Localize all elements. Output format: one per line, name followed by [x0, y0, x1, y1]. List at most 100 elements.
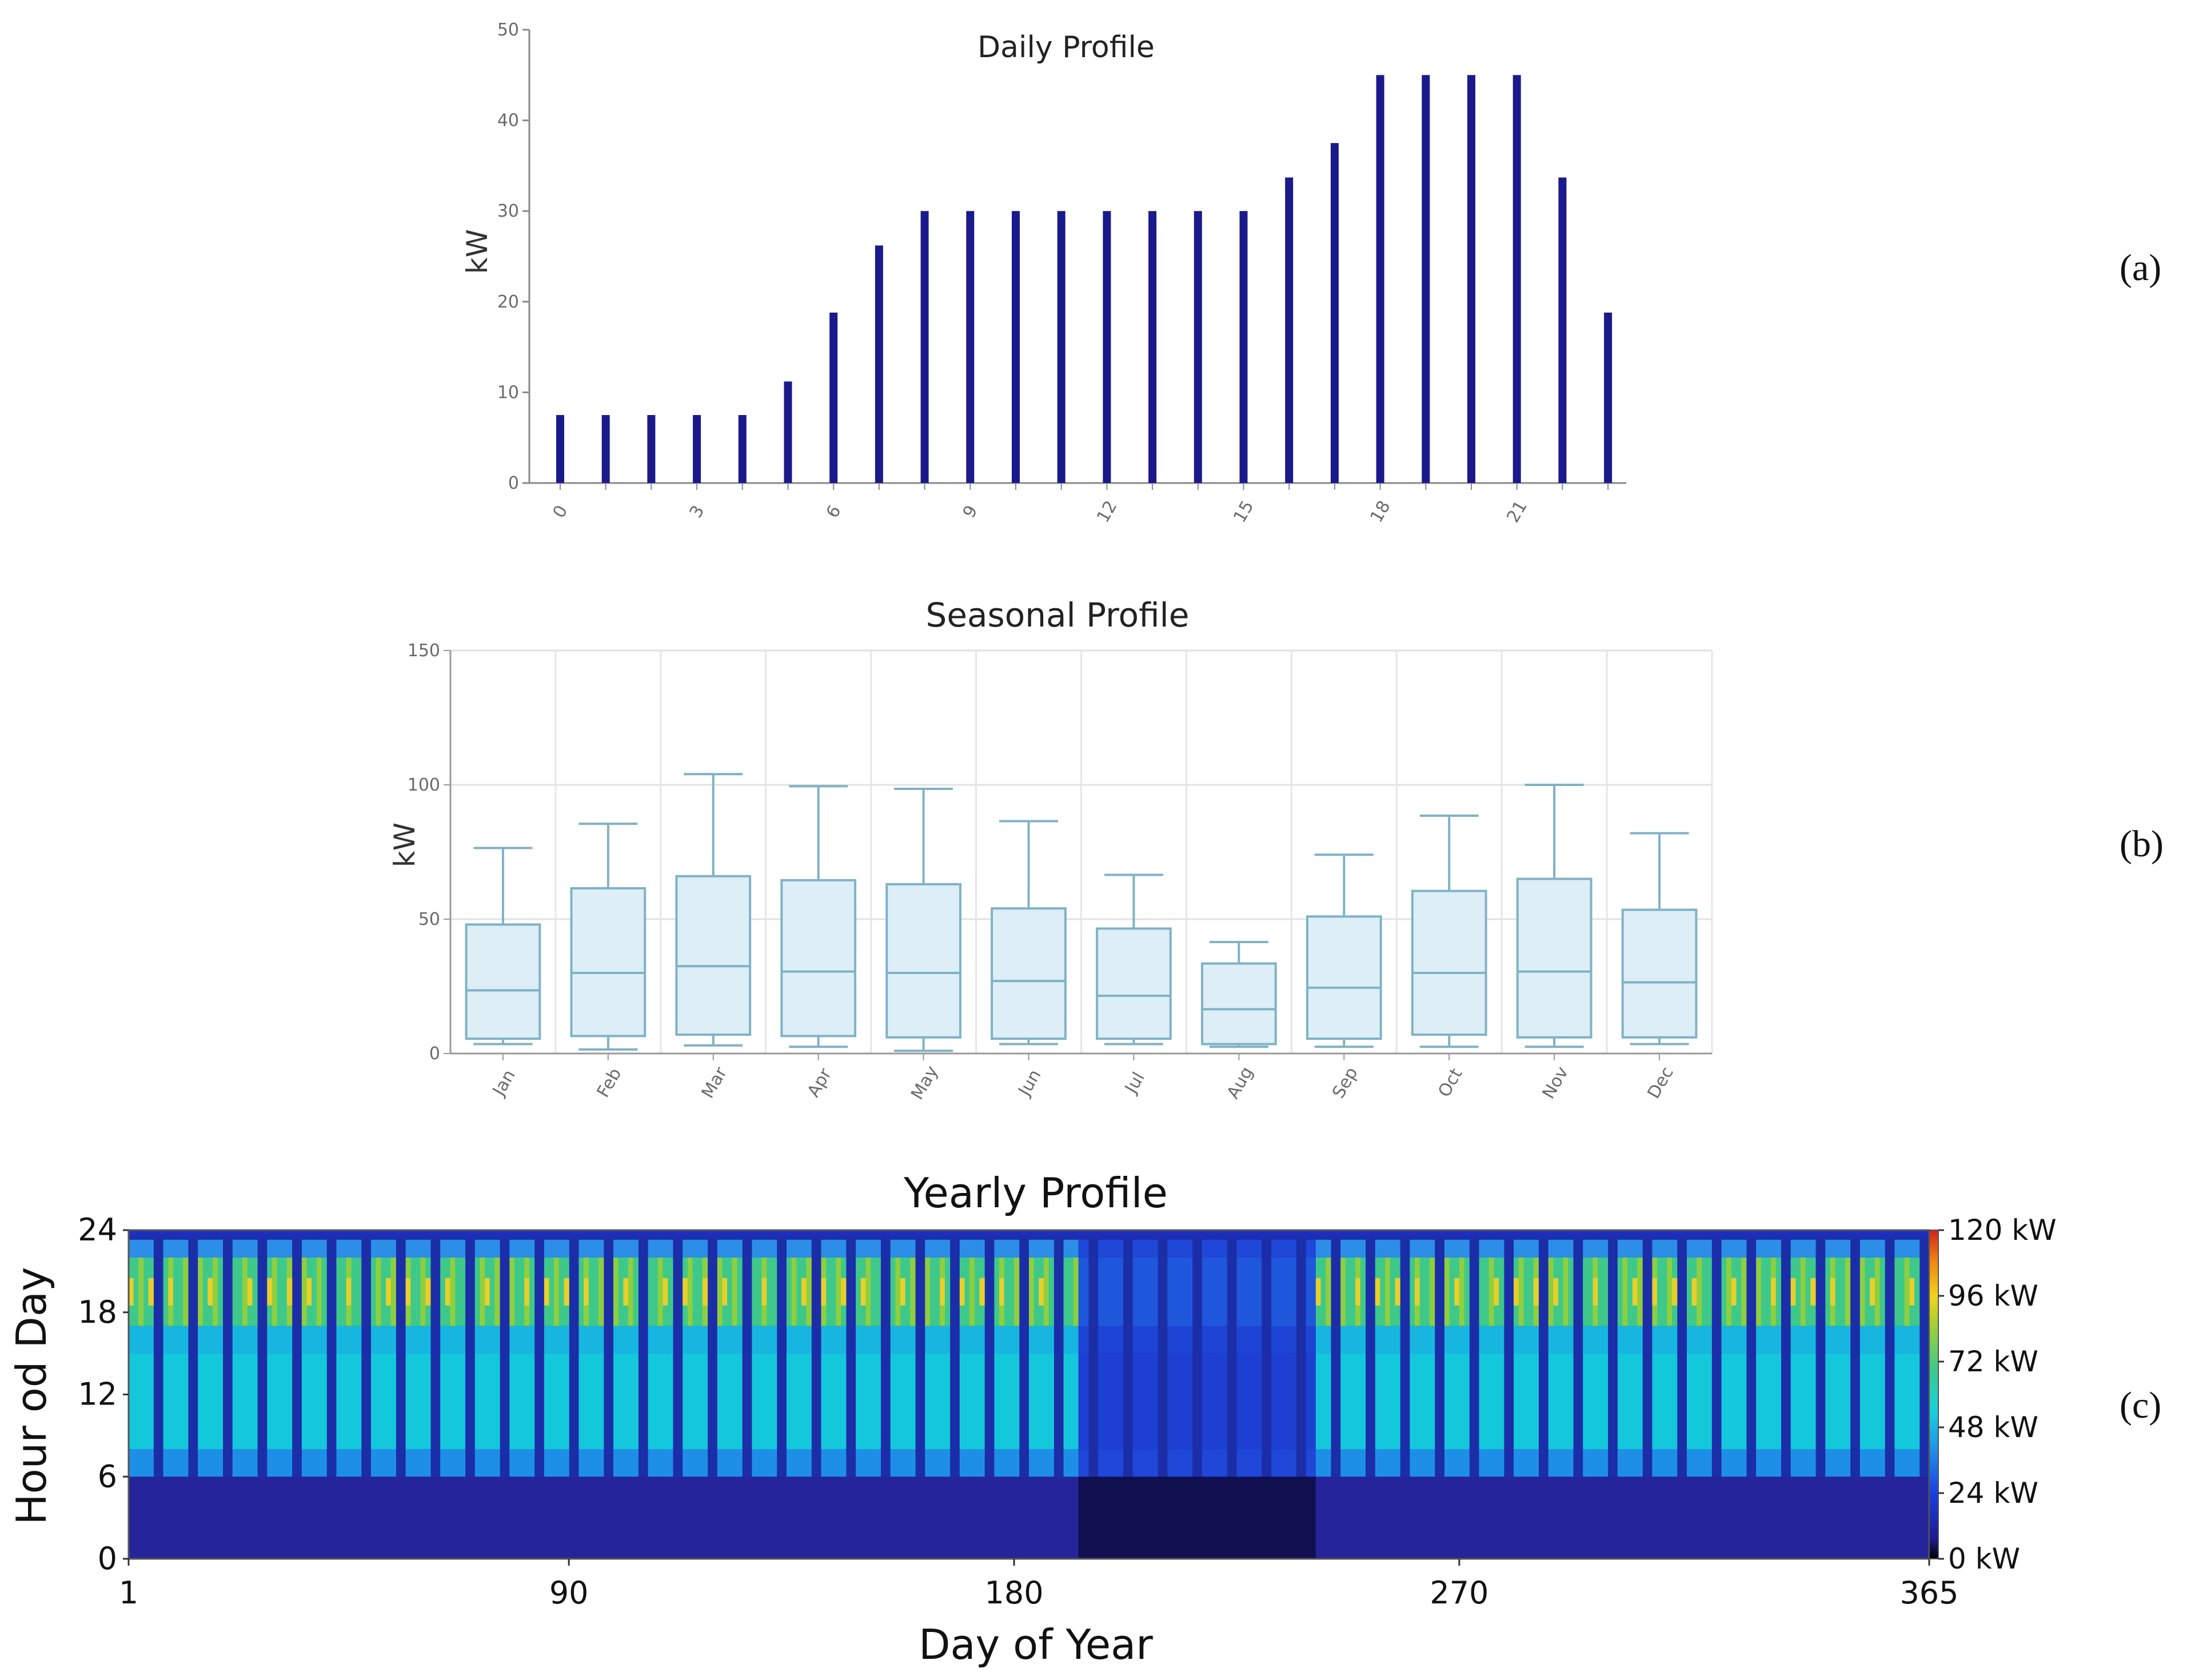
heat-cell [1202, 1257, 1208, 1326]
heat-cell [796, 1239, 802, 1258]
heat-cell [1766, 1326, 1771, 1354]
heat-cell [1291, 1326, 1296, 1354]
heat-cell [826, 1449, 832, 1477]
heat-cell [1202, 1326, 1208, 1354]
heat-cell [138, 1326, 144, 1354]
heat-cell [1216, 1326, 1223, 1354]
heat-cell [1558, 1326, 1564, 1354]
heat-cell [1216, 1257, 1223, 1326]
heat-cell [1686, 1257, 1693, 1326]
heat-cell [1291, 1239, 1296, 1258]
heat-cell [1177, 1257, 1183, 1326]
heat-cell [1840, 1353, 1846, 1450]
heat-cell [578, 1449, 584, 1477]
heat-cell [351, 1239, 357, 1258]
heat-cell [1583, 1449, 1589, 1477]
heat-cell [1662, 1239, 1667, 1258]
heat-cell [1523, 1239, 1529, 1258]
heat-cell [1494, 1353, 1499, 1450]
heat-cell [806, 1257, 812, 1326]
heat-cell [207, 1326, 213, 1354]
heat-cell [1602, 1326, 1609, 1354]
heat-cell [1147, 1353, 1153, 1450]
heat-cell [1138, 1239, 1143, 1258]
heat-cell [1207, 1257, 1212, 1326]
heat-cell-peak [940, 1278, 945, 1306]
heat-cell [1103, 1353, 1109, 1450]
heat-cell [1004, 1257, 1009, 1326]
heat-cell [1598, 1239, 1603, 1258]
heat-cell [1375, 1326, 1381, 1354]
heat-cell [1004, 1326, 1009, 1354]
heat-cell [1429, 1449, 1435, 1477]
heat-cell [1340, 1326, 1346, 1354]
daily-ytick-label: 20 [497, 292, 519, 312]
heat-cell [1147, 1326, 1153, 1354]
heat-cell [653, 1239, 658, 1258]
heat-cell [1488, 1257, 1495, 1326]
heat-cell [1795, 1449, 1801, 1477]
heat-cell [796, 1326, 802, 1354]
heat-cell [1686, 1326, 1693, 1354]
heat-cell [727, 1326, 733, 1354]
heat-cell [578, 1353, 584, 1450]
heat-cell [143, 1239, 149, 1258]
heat-cell [415, 1257, 421, 1326]
box-iqr [675, 875, 752, 1036]
heat-cell [1637, 1353, 1643, 1450]
heat-cell [1410, 1449, 1415, 1477]
heat-cell [964, 1239, 970, 1258]
heat-cell [198, 1239, 203, 1258]
heat-cell [929, 1239, 936, 1258]
heat-cell [1701, 1449, 1707, 1477]
heat-cell-peak [1632, 1278, 1638, 1306]
heat-cell [1484, 1449, 1490, 1477]
heat-cell [450, 1326, 456, 1354]
heat-cell [1242, 1449, 1247, 1477]
heat-cell [752, 1326, 757, 1354]
heat-cell [1306, 1449, 1311, 1477]
heat-cell [1212, 1326, 1218, 1354]
heat-cell [940, 1353, 945, 1450]
heat-cell [1859, 1239, 1866, 1258]
heat-cell [554, 1449, 560, 1477]
heat-cell [806, 1449, 812, 1477]
heat-cell [1697, 1353, 1702, 1450]
heat-cell [1909, 1239, 1915, 1258]
heat-cell [806, 1326, 812, 1354]
seasonal-xtick-label: Jul [1120, 1069, 1148, 1098]
heat-cell [1276, 1257, 1282, 1326]
heat-cell [494, 1326, 500, 1354]
heat-cell [1222, 1353, 1227, 1450]
heat-cell [272, 1326, 278, 1354]
heat-cell [1419, 1353, 1425, 1450]
heat-cell [554, 1353, 560, 1450]
box-iqr [780, 879, 857, 1037]
heat-cell [207, 1239, 213, 1258]
heat-cell [312, 1449, 317, 1477]
heat-cell [856, 1239, 861, 1258]
heat-cell [1667, 1239, 1673, 1258]
heat-cell [1355, 1239, 1361, 1258]
heat-cell [564, 1239, 569, 1258]
heat-cell [277, 1239, 282, 1258]
heat-cell [1033, 1449, 1039, 1477]
heat-cell [1415, 1239, 1420, 1258]
heat-cell [1697, 1239, 1702, 1258]
heat-cell [1736, 1449, 1742, 1477]
heat-cell [282, 1239, 288, 1258]
heat-cell [198, 1449, 203, 1477]
heat-cell [356, 1326, 362, 1354]
heat-cell [1726, 1353, 1732, 1450]
heat-cell [509, 1353, 515, 1450]
heat-cell [628, 1239, 634, 1258]
heat-cell [178, 1257, 183, 1326]
heat-cell [168, 1449, 174, 1477]
heat-cell [584, 1353, 589, 1450]
heat-cell [1320, 1326, 1326, 1354]
daily-profile-xticks: 0 3 6 9 12 15 18 21 [549, 483, 1609, 526]
heat-cell [1514, 1239, 1519, 1258]
heat-cell [935, 1353, 940, 1450]
heat-cell [1899, 1449, 1905, 1477]
heat-cell [1731, 1449, 1737, 1477]
